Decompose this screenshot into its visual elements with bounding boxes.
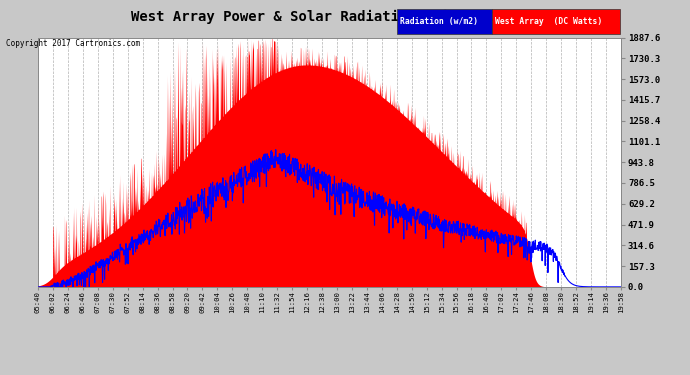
Text: Radiation (w/m2): Radiation (w/m2) <box>400 17 477 26</box>
Text: West Array Power & Solar Radiation Fri Jul 28 20:19: West Array Power & Solar Radiation Fri J… <box>131 9 559 24</box>
Text: West Array  (DC Watts): West Array (DC Watts) <box>495 17 602 26</box>
Text: Copyright 2017 Cartronics.com: Copyright 2017 Cartronics.com <box>6 39 139 48</box>
